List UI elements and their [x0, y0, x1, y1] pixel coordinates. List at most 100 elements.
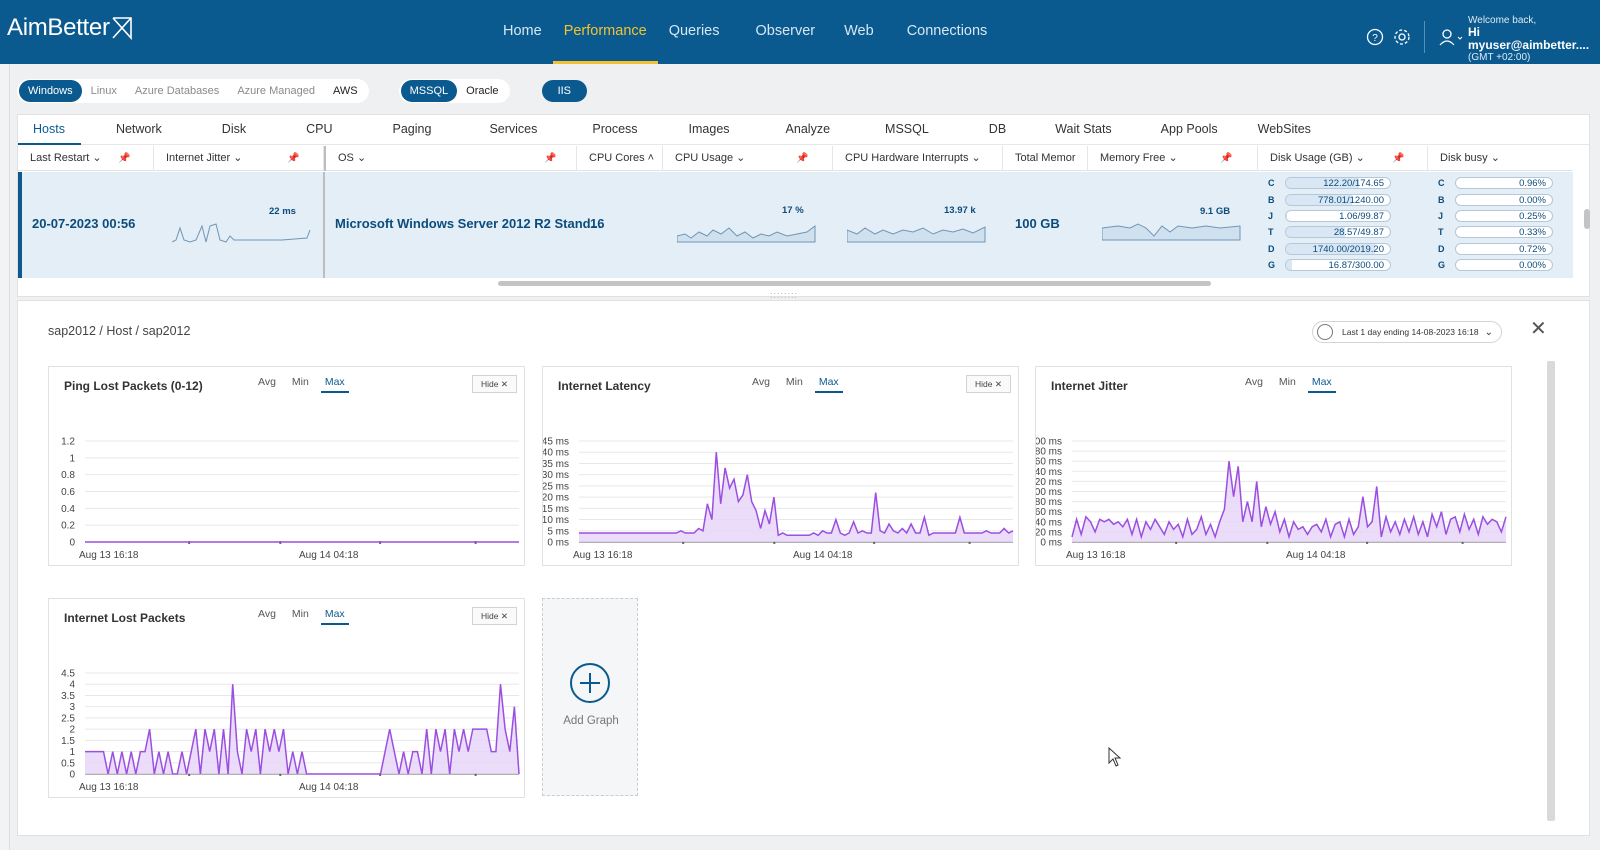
tab-services[interactable]: Services — [489, 122, 538, 136]
agg-max[interactable]: Max — [1307, 376, 1336, 393]
pin-icon[interactable]: 📌 — [544, 153, 557, 164]
col-last-restart[interactable]: Last Restart ⌄ 📌 — [18, 146, 154, 171]
disk-busy-item: B 0.00% — [1438, 191, 1553, 207]
add-graph-button[interactable]: Add Graph — [542, 598, 638, 796]
nav-home[interactable]: Home — [503, 23, 542, 39]
platform-windows[interactable]: Windows — [19, 80, 82, 102]
tab-hosts[interactable]: Hosts — [18, 115, 81, 145]
y-tick-label: 5 ms — [547, 526, 569, 537]
tab-network[interactable]: Network — [115, 122, 162, 136]
disk-usage-item: G 16.87/300.00 — [1268, 257, 1391, 273]
agg-min[interactable]: Min — [291, 608, 309, 620]
hide-button[interactable]: Hide ✕ — [966, 375, 1011, 393]
agg-min[interactable]: Min — [785, 376, 803, 388]
detail-scrollbar[interactable] — [1547, 361, 1555, 821]
tab-mssql[interactable]: MSSQL — [885, 122, 929, 136]
tab-process[interactable]: Process — [592, 122, 638, 136]
platform-azure-databases[interactable]: Azure Databases — [134, 85, 220, 97]
tab-images[interactable]: Images — [688, 122, 730, 136]
hide-button[interactable]: Hide ✕ — [472, 607, 517, 625]
tab-analyze[interactable]: Analyze — [785, 122, 831, 136]
user-avatar-icon[interactable] — [1438, 28, 1464, 46]
tab-db[interactable]: DB — [988, 122, 1007, 136]
tab-websites[interactable]: WebSites — [1257, 122, 1311, 136]
cell-cpu-usage-value: 17 % — [782, 205, 804, 216]
resize-handle[interactable]: :::::::: — [770, 290, 799, 300]
tab-app-pools[interactable]: App Pools — [1160, 122, 1218, 136]
usage-bar: 778.01/1240.00 — [1285, 193, 1391, 206]
col-os[interactable]: OS ⌄ 📌 — [324, 146, 577, 171]
y-tick-label: 3.5 — [61, 691, 75, 702]
time-range-selector[interactable]: Last 1 day ending 14-08-2023 16:18 ⌄ — [1312, 321, 1502, 343]
web-iis[interactable]: IIS — [541, 80, 588, 102]
col-total-memory[interactable]: Total Memor — [1003, 146, 1088, 171]
drive-letter: D — [1438, 243, 1445, 254]
col-disk-busy[interactable]: Disk busy ⌄ — [1440, 152, 1500, 164]
col-cpu-usage[interactable]: CPU Usage ⌄ 📌 — [663, 146, 833, 171]
y-tick-label: 0 — [69, 538, 75, 549]
col-cpu-hw-interrupts[interactable]: CPU Hardware Interrupts ⌄ — [833, 146, 1003, 171]
tab-cpu[interactable]: CPU — [306, 122, 333, 136]
y-tick-label: 140 ms — [1036, 467, 1062, 478]
col-disk-usage[interactable]: Disk Usage (GB) ⌄ 📌 — [1258, 146, 1428, 171]
close-icon[interactable]: ✕ — [1530, 318, 1547, 340]
logo[interactable]: AimBetter — [7, 14, 133, 42]
platform-azure-managed[interactable]: Azure Managed — [237, 85, 315, 97]
drive-letter: T — [1438, 227, 1444, 238]
pin-icon[interactable]: 📌 — [287, 153, 300, 164]
nav-queries[interactable]: Queries — [668, 23, 720, 39]
col-label: CPU Usage — [675, 152, 734, 164]
disk-busy-item: D 0.72% — [1438, 241, 1553, 257]
welcome-block[interactable]: Welcome back, Hi myuser@aimbetter.... (G… — [1468, 15, 1600, 63]
tab-disk[interactable]: Disk — [221, 122, 247, 136]
nav-observer[interactable]: Observer — [755, 23, 816, 39]
agg-max[interactable]: Max — [814, 376, 843, 393]
platform-aws[interactable]: AWS — [332, 85, 358, 97]
agg-avg[interactable]: Avg — [258, 608, 276, 620]
settings-gear-icon[interactable] — [1393, 28, 1411, 46]
pin-icon[interactable]: 📌 — [1392, 153, 1405, 164]
agg-max[interactable]: Max — [320, 376, 349, 393]
usage-bar-fill — [1286, 227, 1346, 238]
drive-letter: C — [1268, 178, 1275, 189]
table-row[interactable]: 20-07-2023 00:56 22 ms Microsoft Windows… — [18, 172, 1573, 278]
help-icon[interactable]: ? — [1366, 28, 1384, 46]
x-tick — [773, 541, 776, 544]
usage-text: 122.20/174.65 — [1323, 178, 1384, 190]
agg-min[interactable]: Min — [291, 376, 309, 388]
busy-text: 0.00% — [1519, 260, 1546, 272]
nav-web[interactable]: Web — [844, 23, 874, 39]
nav-performance[interactable]: Performance — [552, 0, 658, 64]
clock-icon — [1317, 324, 1333, 340]
agg-avg[interactable]: Avg — [258, 376, 276, 388]
agg-max[interactable]: Max — [320, 608, 349, 625]
col-label: Total Memor — [1015, 152, 1076, 164]
agg-avg[interactable]: Avg — [1245, 376, 1263, 388]
x-tick-label: Aug 14 04:18 — [1286, 550, 1346, 561]
pin-icon[interactable]: 📌 — [118, 153, 131, 164]
agg-avg[interactable]: Avg — [752, 376, 770, 388]
hide-button[interactable]: Hide ✕ — [472, 375, 517, 393]
agg-min[interactable]: Min — [1278, 376, 1296, 388]
nav-connections[interactable]: Connections — [906, 23, 988, 39]
aggregation-switch: Avg Min Max — [254, 376, 349, 393]
vertical-scrollbar[interactable] — [1584, 209, 1590, 229]
tab-paging[interactable]: Paging — [392, 122, 432, 136]
busy-text: 0.33% — [1519, 227, 1546, 239]
col-internet-jitter[interactable]: Internet Jitter ⌄ 📌 — [154, 146, 324, 171]
pin-icon[interactable]: 📌 — [796, 153, 809, 164]
pin-icon[interactable]: 📌 — [1220, 153, 1233, 164]
col-cpu-cores[interactable]: CPU Cores ˄ — [577, 146, 663, 171]
col-memory-free[interactable]: Memory Free ⌄ 📌 — [1088, 146, 1258, 171]
aggregation-switch: Avg Min Max — [748, 376, 843, 393]
horizontal-scrollbar[interactable] — [498, 281, 1211, 286]
y-tick-label: 30 ms — [543, 470, 569, 481]
aggregation-switch: Avg Min Max — [254, 608, 349, 625]
platform-linux[interactable]: Linux — [90, 85, 117, 97]
db-mssql[interactable]: MSSQL — [400, 80, 458, 102]
col-label: Last Restart — [30, 152, 90, 164]
col-label: Disk Usage (GB) — [1270, 152, 1353, 164]
db-oracle[interactable]: Oracle — [466, 85, 499, 97]
left-sidebar-strip[interactable] — [0, 64, 10, 850]
tab-wait-stats[interactable]: Wait Stats — [1055, 122, 1112, 136]
